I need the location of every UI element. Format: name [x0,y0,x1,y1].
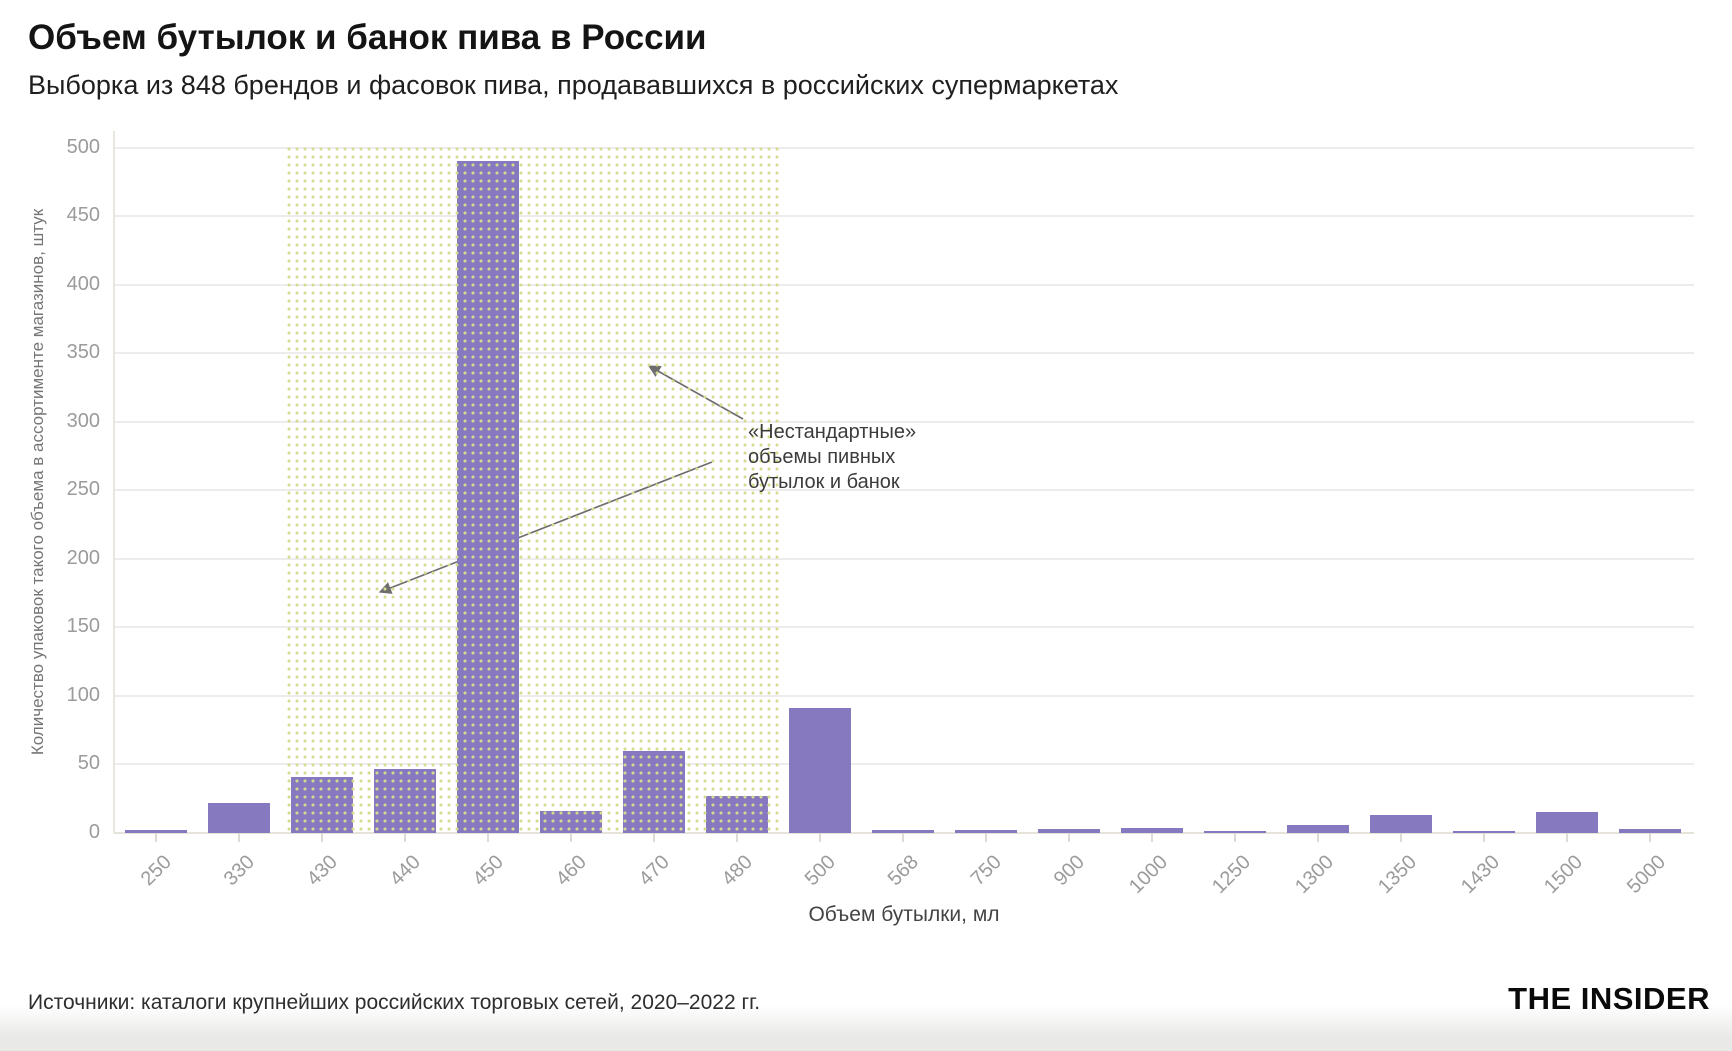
y-tick-label-50: 50 [77,752,100,775]
x-tick-750 [985,833,987,842]
bar-750 [955,830,1017,833]
x-tick-label-1500: 1500 [1539,851,1587,899]
the-insider-logo: THE INSIDER [1508,981,1710,1016]
bar-460 [540,811,602,833]
gridline-y-400 [114,283,1694,286]
bar-250 [125,830,187,833]
y-tick-label-500: 500 [66,135,100,158]
bar-1350 [1370,815,1432,833]
y-tick-label-100: 100 [66,683,100,706]
x-tick-1300 [1317,833,1319,842]
bar-480 [706,795,768,833]
x-tick-1250 [1234,833,1236,842]
annotation-line: «Нестандартные» [748,421,917,443]
bar-500 [789,708,851,833]
bar-5000 [1619,828,1681,833]
x-tick-label-480: 480 [717,851,757,891]
y-tick-label-200: 200 [66,546,100,569]
y-tick-label-150: 150 [66,615,100,638]
annotation-line: объемы пивных [748,446,896,468]
x-tick-900 [1068,833,1070,842]
x-tick-500 [819,833,821,842]
bar-568 [872,830,934,833]
annotation-text: «Нестандартные» объемы пивных бутылок и … [748,420,916,495]
bar-900 [1038,828,1100,833]
x-axis-title: Объем бутылки, мл [808,903,1000,926]
gridline-y-500 [114,146,1694,149]
x-tick-label-1000: 1000 [1124,851,1172,899]
bar-450 [457,161,519,833]
annotation-line: бутылок и банок [748,471,900,493]
x-tick-label-5000: 5000 [1622,851,1670,899]
y-tick-label-250: 250 [66,478,100,501]
gridline-y-100 [114,694,1694,697]
y-tick-label-350: 350 [66,341,100,364]
chart-subtitle: Выборка из 848 брендов и фасовок пива, п… [28,70,1119,100]
bar-1430 [1453,831,1515,833]
x-axis-baseline [114,832,1694,834]
gridline-y-250 [114,489,1694,492]
x-tick-label-750: 750 [966,851,1006,891]
bar-440 [374,768,436,833]
gridline-y-150 [114,626,1694,629]
bar-1300 [1287,824,1349,833]
x-tick-label-430: 430 [302,851,342,891]
source-note: Источники: каталоги крупнейших российски… [28,991,761,1014]
y-axis-title: Количество упаковок такого объема в ассо… [28,208,47,756]
x-tick-430 [321,833,323,842]
y-tick-label-300: 300 [66,409,100,432]
x-tick-label-1250: 1250 [1207,851,1255,899]
chart-title: Объем бутылок и банок пива в России [28,18,707,57]
x-tick-label-1350: 1350 [1373,851,1421,899]
x-tick-1350 [1400,833,1402,842]
x-tick-label-1300: 1300 [1290,851,1338,899]
gridline-y-200 [114,557,1694,560]
bar-430 [291,776,353,833]
x-tick-label-450: 450 [468,851,508,891]
bar-1500 [1536,812,1598,833]
x-tick-470 [653,833,655,842]
x-tick-330 [238,833,240,842]
y-tick-label-450: 450 [66,204,100,227]
bar-1250 [1204,831,1266,833]
x-tick-label-900: 900 [1049,851,1089,891]
gridline-y-350 [114,352,1694,355]
x-tick-1500 [1566,833,1568,842]
y-tick-label-400: 400 [66,272,100,295]
y-tick-label-0: 0 [88,821,100,843]
x-tick-250 [155,833,157,842]
x-tick-5000 [1649,833,1651,842]
x-tick-label-460: 460 [551,851,591,891]
bar-470 [623,750,685,833]
x-tick-450 [487,833,489,842]
x-tick-460 [570,833,572,842]
gridline-y-450 [114,215,1694,218]
x-tick-label-330: 330 [219,851,259,891]
bottom-gradient-band [0,1005,1732,1051]
gridline-y-50 [114,763,1694,766]
x-tick-label-440: 440 [385,851,425,891]
gridline-y-300 [114,420,1694,423]
y-axis-line [113,131,115,833]
bar-1000 [1121,827,1183,833]
x-tick-440 [404,833,406,842]
x-tick-568 [902,833,904,842]
x-tick-1000 [1151,833,1153,842]
plot-area [113,131,1694,842]
x-tick-label-250: 250 [136,851,176,891]
bar-330 [208,802,270,833]
x-tick-label-470: 470 [634,851,674,891]
x-tick-1430 [1483,833,1485,842]
x-tick-480 [736,833,738,842]
x-tick-label-500: 500 [800,851,840,891]
x-tick-label-1430: 1430 [1456,851,1504,899]
x-tick-label-568: 568 [883,851,923,891]
